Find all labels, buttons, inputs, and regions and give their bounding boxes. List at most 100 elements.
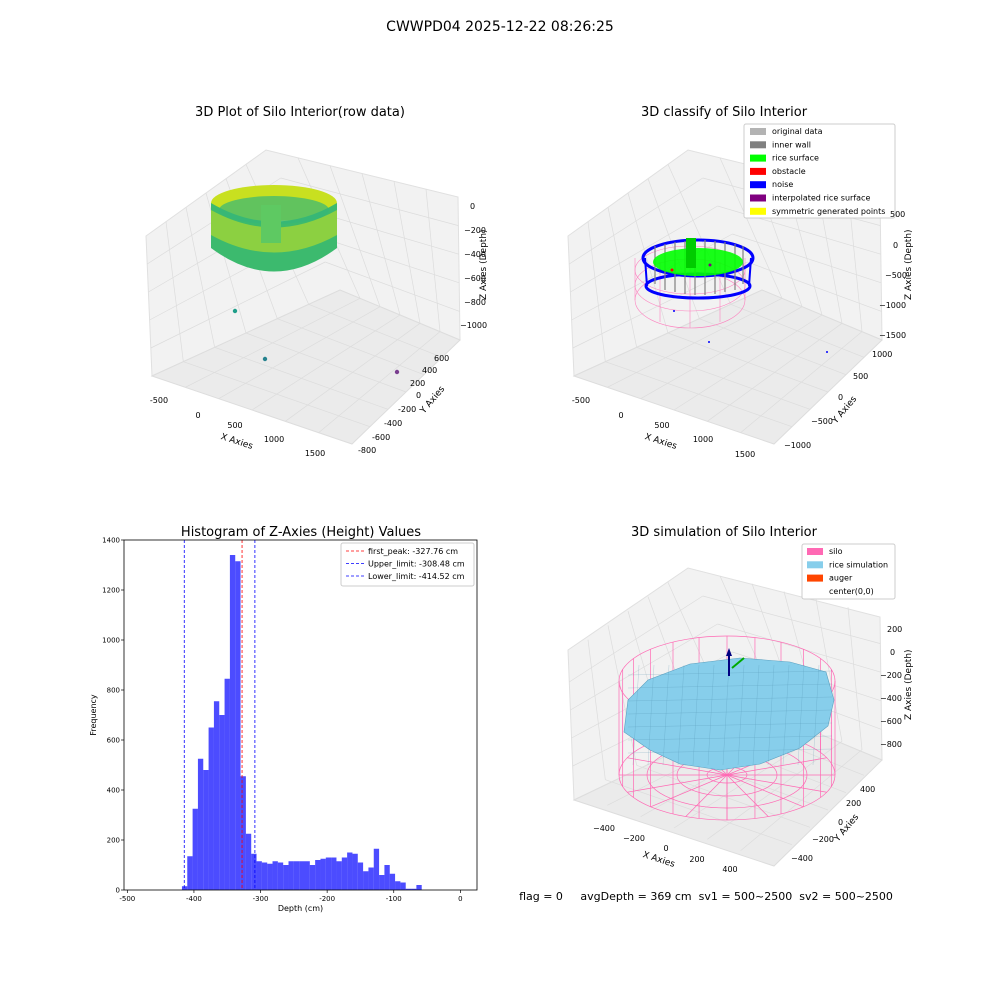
histogram-bar (411, 888, 417, 890)
classify-3d-xtick: 500 (654, 421, 669, 430)
status-line: flag = 0 avgDepth = 369 cm sv1 = 500~250… (519, 890, 893, 903)
histogram-bar (208, 727, 214, 890)
raw-3d-ytick: 600 (434, 354, 449, 363)
histogram-bar (331, 857, 337, 890)
classify-3d-zlabel: Z Axies (Depth) (904, 229, 914, 300)
histogram-x-axis: -500 -400 -300 -200 -100 0 (119, 890, 463, 903)
histogram-bar (384, 865, 390, 890)
raw-3d-xtick: 1500 (305, 449, 325, 458)
classify-3d-ztick: 0 (893, 241, 898, 250)
raw-3d-ytick: -800 (358, 446, 376, 455)
raw-3d-ytick: -400 (384, 419, 402, 428)
raw-3d-xtick: -500 (150, 396, 168, 405)
raw-3d-xtick: 1000 (264, 435, 284, 444)
histogram-bar (283, 865, 289, 890)
histogram-bar (309, 865, 316, 890)
histogram-bar (357, 862, 364, 890)
histogram-xtick-label: 0 (458, 895, 462, 903)
legend-label: silo (829, 547, 843, 556)
legend-label: auger (829, 574, 853, 583)
histogram-bar (379, 875, 385, 890)
histogram-xlabel: Depth (cm) (278, 904, 323, 913)
raw-3d-cloud-pile (261, 205, 281, 243)
histogram-plot-frame (123, 539, 478, 891)
classify-3d-xtick: 1000 (693, 435, 713, 444)
raw-3d-title: 3D Plot of Silo Interior(row data) (195, 105, 405, 120)
legend-swatch (807, 574, 823, 582)
simulation-3d-ylabel: Y Axies (832, 812, 861, 844)
simulation-3d-legend-box (801, 543, 896, 600)
legend-swatch (750, 207, 766, 215)
simulation-3d-ztick: −600 (880, 717, 902, 726)
histogram-y-axis: 0 200 400 600 800 1000 1200 1400 (102, 537, 124, 895)
raw-3d-ztick: −400 (464, 250, 486, 259)
histogram-bar (240, 776, 246, 890)
histogram-title: Histogram of Z-Axies (Height) Values (181, 525, 421, 540)
histogram-bar (373, 848, 380, 890)
legend-label: rice surface (772, 154, 819, 163)
classify-3d-ytick: 1000 (872, 350, 892, 359)
raw-3d-outlier-point (232, 308, 238, 314)
rice-simulation-surface (623, 657, 835, 771)
legend-label: original data (772, 127, 823, 136)
raw-3d-panel: 3D Plot of Silo Interior(row data) -500 … (145, 105, 489, 458)
classify-3d-ytick: −1000 (784, 441, 811, 450)
histogram-bar (299, 861, 305, 890)
histogram-xtick-label: -500 (119, 895, 135, 903)
legend-swatch (750, 194, 766, 202)
histogram-bar (181, 886, 188, 890)
classify-3d-ytick: 500 (853, 372, 868, 381)
histogram-bar (352, 853, 358, 890)
histogram-bar (293, 861, 300, 890)
classify-3d-ztick: −500 (885, 271, 907, 280)
raw-3d-ztick: −800 (464, 298, 486, 307)
classify-3d-ytick: 0 (838, 393, 843, 402)
simulation-3d-xtick: 400 (722, 865, 737, 874)
histogram-bar (261, 862, 268, 890)
histogram-ytick-label: 0 (116, 887, 120, 895)
raw-3d-ztick: −1000 (460, 321, 487, 330)
histogram-bar (192, 808, 198, 890)
raw-3d-ztick: −200 (464, 226, 486, 235)
histogram-bar (416, 885, 422, 890)
histogram-xtick-label: -400 (186, 895, 202, 903)
histogram-bar (389, 873, 396, 890)
histogram-bar (213, 701, 220, 890)
histogram-xtick-label: -300 (253, 895, 269, 903)
simulation-3d-ztick: 0 (890, 648, 895, 657)
legend-label: Upper_limit: -308.48 cm (368, 560, 465, 569)
simulation-3d-xlabel: X Axies (641, 850, 676, 870)
classify-3d-ylabel: Y Axies (830, 394, 859, 426)
histogram-bar (224, 678, 230, 890)
raw-3d-ytick: -600 (372, 433, 390, 442)
classify-3d-xtick: -500 (572, 396, 590, 405)
legend-swatch (750, 154, 766, 162)
legend-swatch (750, 128, 766, 135)
legend-label: Lower_limit: -414.52 cm (368, 572, 465, 581)
histogram-ytick-label: 1000 (102, 637, 120, 645)
simulation-3d-xtick: 0 (663, 844, 668, 853)
raw-3d-xtick: 500 (227, 421, 242, 430)
histogram-bar (272, 861, 278, 890)
classify-3d-ztick: −1000 (879, 301, 906, 310)
histogram-bars (181, 555, 422, 890)
classify-3d-legend: original data inner wall rice surface obsta… (743, 123, 896, 219)
simulation-3d-ytick: 0 (838, 818, 843, 827)
simulation-3d-ztick: −800 (880, 740, 902, 749)
histogram-xtick-label: -200 (319, 895, 335, 903)
histogram-bar (405, 888, 412, 890)
histogram-ytick-label: 800 (107, 687, 120, 695)
classify-3d-noise-point (673, 310, 675, 312)
legend-label: noise (772, 180, 793, 189)
classify-3d-xtick: 0 (618, 411, 623, 420)
simulation-3d-xtick: 200 (689, 855, 704, 864)
legend-swatch (807, 561, 823, 569)
classify-3d-ytick: −500 (811, 417, 833, 426)
legend-swatch (750, 141, 766, 149)
raw-3d-ztick: −600 (464, 274, 486, 283)
histogram-legend-box (340, 542, 475, 587)
histogram-bar (277, 862, 284, 890)
figure-suptitle: CWWPD04 2025-12-22 08:26:25 (386, 19, 614, 35)
histogram-bar (219, 715, 225, 890)
simulation-3d-ytick: −400 (791, 854, 813, 863)
